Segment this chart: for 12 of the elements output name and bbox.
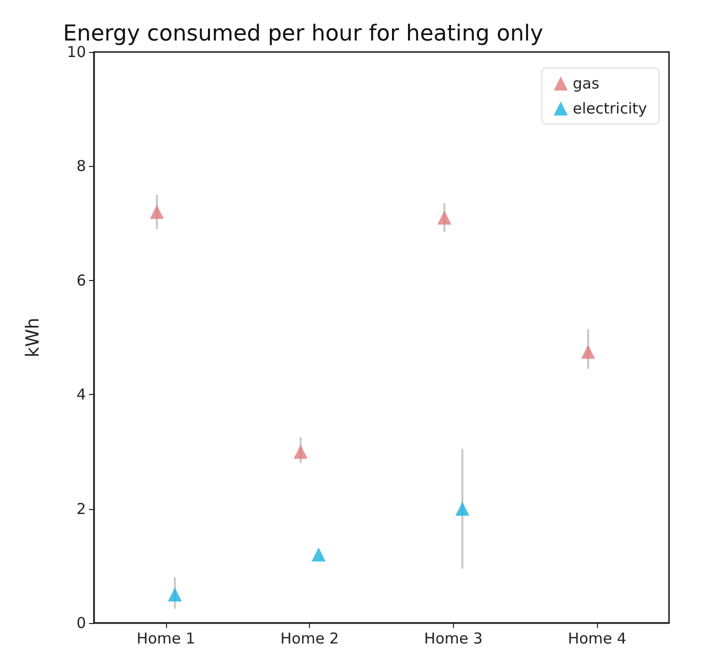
x-tick-label: Home 3 <box>424 630 483 648</box>
y-tick-label: 2 <box>76 500 86 518</box>
legend-label: electricity <box>572 100 648 118</box>
x-tick-label: Home 2 <box>280 630 339 648</box>
y-axis-title: kWh <box>22 318 44 358</box>
x-tick-label: Home 1 <box>136 630 196 648</box>
y-tick-label: 6 <box>76 271 86 290</box>
legend-label: gas <box>572 74 600 92</box>
x-tick-label: Home 4 <box>568 630 626 648</box>
y-tick-label: 4 <box>76 386 86 404</box>
y-tick-label: 8 <box>76 157 86 176</box>
y-tick-label: 0 <box>76 614 86 632</box>
